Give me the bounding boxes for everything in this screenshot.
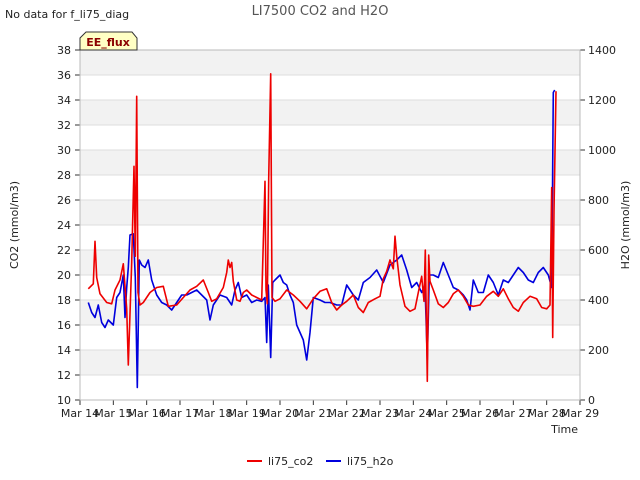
y-left-tick-label: 22 bbox=[57, 244, 71, 257]
x-tick-label: Mar 24 bbox=[394, 407, 432, 420]
y-right-tick-label: 1400 bbox=[588, 44, 616, 57]
y-left-tick-label: 28 bbox=[57, 169, 71, 182]
x-tick-label: Mar 29 bbox=[561, 407, 599, 420]
legend-label-co2: li75_co2 bbox=[268, 455, 313, 468]
no-data-note: No data for f_li75_diag bbox=[5, 8, 129, 21]
x-tick-label: Mar 15 bbox=[94, 407, 132, 420]
x-tick-label: Mar 16 bbox=[128, 407, 166, 420]
y-left-tick-label: 20 bbox=[57, 269, 71, 282]
series-layer bbox=[87, 73, 557, 389]
grid-band bbox=[80, 300, 580, 325]
x-tick-label: Mar 23 bbox=[361, 407, 399, 420]
y-left-tick-label: 38 bbox=[57, 44, 71, 57]
y-left-tick-label: 26 bbox=[57, 194, 71, 207]
y-right-tick-label: 1200 bbox=[588, 94, 616, 107]
y-left-tick-label: 24 bbox=[57, 219, 71, 232]
x-tick-label: Mar 27 bbox=[494, 407, 532, 420]
x-tick-label: Mar 22 bbox=[328, 407, 366, 420]
y-left-tick-label: 30 bbox=[57, 144, 71, 157]
y-left-tick-label: 18 bbox=[57, 294, 71, 307]
chart-title: LI7500 CO2 and H2O bbox=[252, 4, 389, 19]
grid-band bbox=[80, 250, 580, 275]
y-right-tick-label: 800 bbox=[588, 194, 609, 207]
x-axis-label: Time bbox=[550, 423, 578, 436]
y-left-tick-label: 14 bbox=[57, 344, 71, 357]
x-tick-label: Mar 25 bbox=[428, 407, 466, 420]
y-right-tick-label: 1000 bbox=[588, 144, 616, 157]
series-line-li75_co2 bbox=[87, 73, 557, 383]
y-axis-right-label: H2O (mmol/m3) bbox=[619, 181, 632, 270]
grid-band bbox=[80, 150, 580, 175]
badge-label: EE_flux bbox=[86, 36, 130, 49]
legend-label-h2o: li75_h2o bbox=[347, 455, 394, 468]
plot-frame bbox=[79, 49, 581, 401]
x-tick-label: Mar 19 bbox=[228, 407, 266, 420]
legend: li75_co2 li75_h2o bbox=[247, 455, 394, 468]
x-tick-label: Mar 28 bbox=[528, 407, 566, 420]
y-left-tick-label: 32 bbox=[57, 119, 71, 132]
x-tick-label: Mar 20 bbox=[261, 407, 299, 420]
grid-band bbox=[80, 50, 580, 75]
series-line-li75_h2o bbox=[87, 89, 556, 389]
x-tick-label: Mar 18 bbox=[194, 407, 232, 420]
y-left-tick-label: 10 bbox=[57, 394, 71, 407]
y-axis-left-label: CO2 (mmol/m3) bbox=[8, 181, 21, 269]
y-right-tick-label: 200 bbox=[588, 344, 609, 357]
y-left-tick-label: 34 bbox=[57, 94, 71, 107]
y-right-tick-label: 600 bbox=[588, 244, 609, 257]
y-left-tick-label: 16 bbox=[57, 319, 71, 332]
axes: 10 12 14 16 18 20 22 24 26 28 30 32 34 36 38 0 200 400 600… bbox=[57, 44, 616, 420]
ee-flux-badge[interactable]: EE_flux bbox=[79, 31, 138, 51]
grid-band bbox=[80, 350, 580, 375]
y-right-tick-label: 0 bbox=[588, 394, 595, 407]
x-tick-label: Mar 21 bbox=[294, 407, 332, 420]
x-tick-label: Mar 14 bbox=[61, 407, 99, 420]
x-tick-label: Mar 26 bbox=[461, 407, 499, 420]
y-right-tick-label: 400 bbox=[588, 294, 609, 307]
badge-shape bbox=[79, 31, 138, 51]
y-left-tick-label: 36 bbox=[57, 69, 71, 82]
x-tick-label: Mar 17 bbox=[161, 407, 199, 420]
y-left-tick-label: 12 bbox=[57, 369, 71, 382]
grid-band bbox=[80, 200, 580, 225]
grid-band bbox=[80, 100, 580, 125]
